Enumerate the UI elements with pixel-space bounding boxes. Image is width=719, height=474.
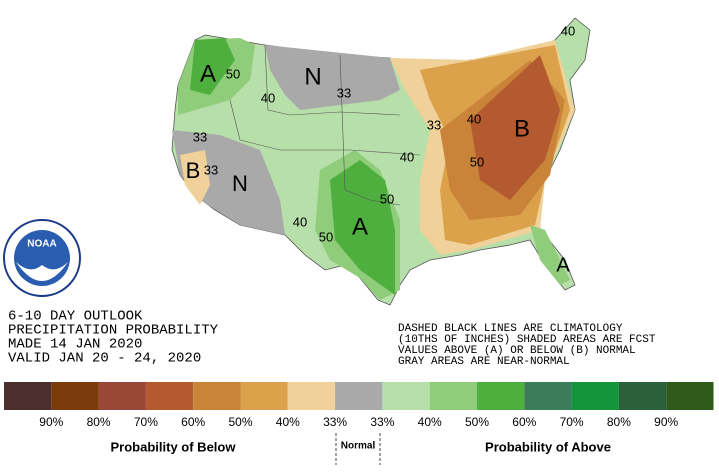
map-label: 33 xyxy=(337,85,351,100)
legend-label: 70% xyxy=(560,415,584,429)
normal-label: Normal xyxy=(341,441,376,452)
map-label: A xyxy=(200,60,216,87)
region-above-40 xyxy=(530,225,570,285)
legend-swatch xyxy=(429,382,477,410)
note-line: DASHED BLACK LINES ARE CLIMATOLOGY xyxy=(398,323,623,335)
legend-label: 60% xyxy=(512,415,536,429)
border xyxy=(264,44,401,116)
logo-wave xyxy=(16,262,68,281)
above-label: Probability of Above xyxy=(485,439,611,454)
noaa-logo: NOAA xyxy=(3,219,81,297)
map-label: B xyxy=(186,158,201,183)
map-label: 50 xyxy=(226,66,240,81)
legend-label: 80% xyxy=(607,415,631,429)
legend-swatch xyxy=(382,382,430,410)
legend-swatch xyxy=(666,382,714,410)
legend-label: 70% xyxy=(134,415,158,429)
map-label: A xyxy=(556,254,570,276)
map-label: 40 xyxy=(261,90,275,105)
legend-swatch xyxy=(98,382,146,410)
logo-text: NOAA xyxy=(27,239,56,250)
legend-swatch xyxy=(4,382,52,410)
map-label: 50 xyxy=(470,154,484,169)
title-line: VALID JAN 20 - 24, 2020 xyxy=(8,351,201,367)
map-label: N xyxy=(304,63,321,90)
legend-swatch xyxy=(240,382,288,410)
legend-label: 33% xyxy=(323,415,347,429)
region-below-60 xyxy=(470,55,560,200)
region-above-50 xyxy=(330,160,395,295)
legend-label: 60% xyxy=(181,415,205,429)
map-label: 33 xyxy=(204,162,218,177)
legend-label: 90% xyxy=(39,415,63,429)
note-line: GRAY AREAS ARE NEAR-NORMAL xyxy=(398,356,570,368)
map-label: A xyxy=(352,213,368,240)
map-label: 33 xyxy=(193,129,207,144)
legend-label: 80% xyxy=(87,415,111,429)
legend-swatch xyxy=(477,382,525,410)
map-label: N xyxy=(232,171,248,196)
title-line: 6-10 DAY OUTLOOK xyxy=(8,309,143,325)
region-normal xyxy=(265,45,400,110)
border xyxy=(339,54,401,206)
legend-swatch xyxy=(335,382,383,410)
legend-swatch xyxy=(571,382,619,410)
map-label: 40 xyxy=(561,23,575,38)
legend-swatch xyxy=(51,382,99,410)
map-label: 40 xyxy=(467,111,481,126)
legend-label: 40% xyxy=(418,415,442,429)
legend-label: 50% xyxy=(228,415,252,429)
legend-swatch xyxy=(145,382,194,410)
note-line: VALUES ABOVE (A) OR BELOW (B) NORMAL xyxy=(398,345,636,357)
note-line: (10THS OF INCHES) SHADED AREAS ARE FCST xyxy=(398,334,656,346)
map-label: B xyxy=(514,115,530,142)
border xyxy=(229,99,421,156)
title-line: PRECIPITATION PROBABILITY xyxy=(8,323,219,339)
region-below-33 xyxy=(180,150,210,205)
map-label: 50 xyxy=(380,191,394,206)
map-label: 50 xyxy=(319,229,333,244)
legend-swatch xyxy=(287,382,336,410)
legend-swatch xyxy=(618,382,667,410)
legend-swatch xyxy=(524,382,572,410)
map-label: 40 xyxy=(293,214,307,229)
below-label: Probability of Below xyxy=(111,439,237,454)
region-above-50 xyxy=(190,38,235,95)
map-label: 40 xyxy=(400,149,414,164)
legend-label: 40% xyxy=(276,415,300,429)
title-line: MADE 14 JAN 2020 xyxy=(8,337,142,353)
legend-label: 90% xyxy=(654,415,678,429)
legend-label: 33% xyxy=(370,415,394,429)
map-label: 33 xyxy=(427,117,441,132)
us-map xyxy=(171,17,591,306)
legend-label: 50% xyxy=(465,415,489,429)
legend-swatch xyxy=(193,382,241,410)
